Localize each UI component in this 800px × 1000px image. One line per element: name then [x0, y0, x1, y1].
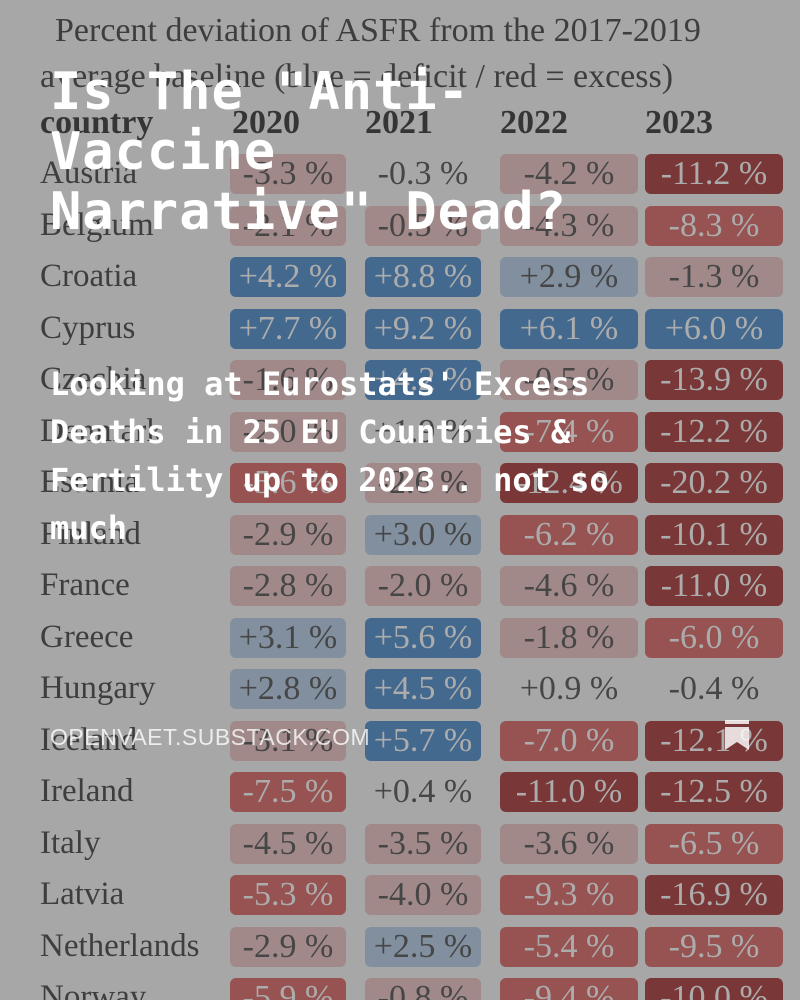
article-subtitle: Looking at Eurostats' Excess Deaths in 2… — [50, 365, 609, 547]
article-title[interactable]: Is The "Anti-Vaccine Narrative" Dead? — [50, 62, 567, 242]
bookmark-icon[interactable] — [722, 718, 752, 752]
publication-url[interactable]: OPENVAET.SUBSTACK.COM — [50, 724, 371, 750]
